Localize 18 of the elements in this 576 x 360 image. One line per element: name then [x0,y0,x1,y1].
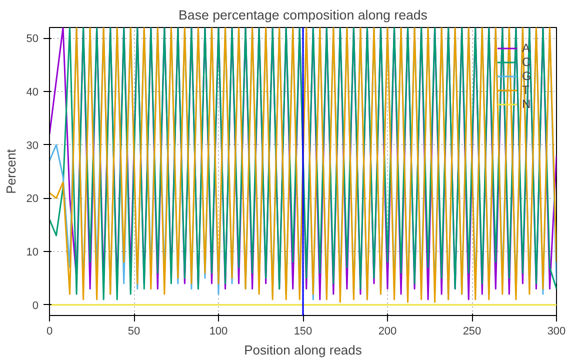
x-tick-label: 250 [462,326,482,338]
legend-label: A [522,41,532,55]
x-tick-label: 0 [46,326,53,338]
y-tick-label: 50 [26,33,39,46]
x-tick-label: 50 [128,326,140,338]
y-axis-title: Percent [3,148,18,194]
x-tick-label: 100 [209,326,228,338]
y-tick-label: 30 [26,140,39,152]
chart-title: Base percentage composition along reads [178,8,428,22]
legend-label: C [522,55,532,69]
y-tick-label: 20 [26,193,39,206]
y-tick-label: 0 [32,300,39,312]
x-tick-label: 200 [378,326,397,338]
x-tick-label: 150 [294,326,312,338]
y-tick-label: 40 [26,86,39,98]
y-tick-label: 10 [26,246,39,258]
x-axis-title: Position along reads [244,342,362,358]
x-tick-label: 300 [547,326,566,338]
